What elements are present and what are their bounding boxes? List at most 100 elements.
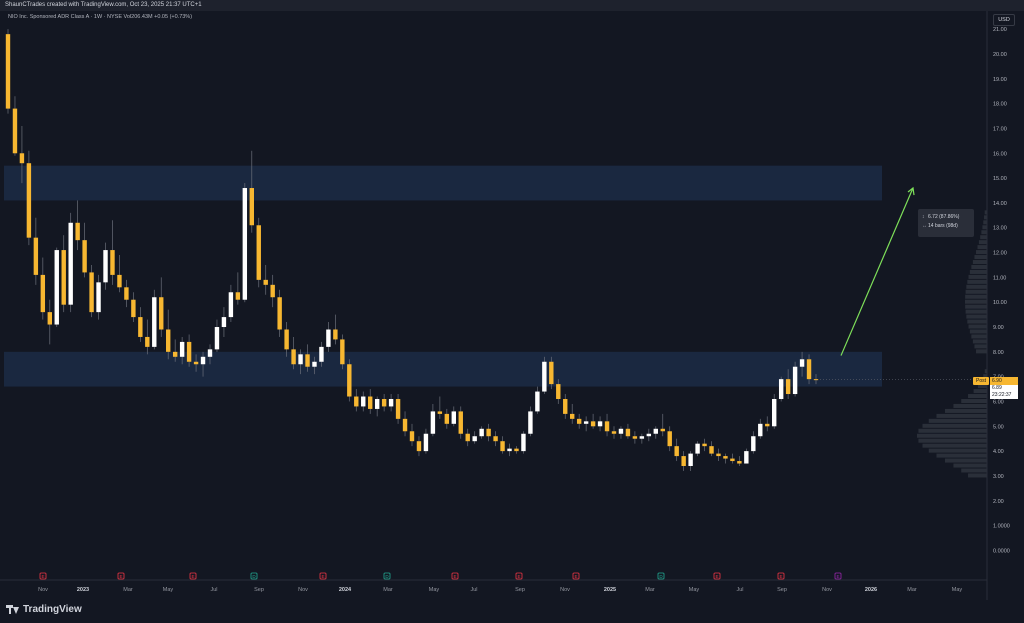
profile-bar — [961, 468, 987, 473]
profile-bar — [922, 423, 987, 428]
currency-button[interactable]: USD — [993, 14, 1015, 26]
profile-bar — [968, 394, 987, 399]
candle-body — [159, 297, 164, 330]
candle-body — [660, 428, 665, 432]
y-tick-label: 6.00 — [993, 399, 1004, 405]
x-tick-label: 2023 — [77, 587, 89, 593]
event-marker-label: E — [779, 574, 782, 579]
footer — [0, 600, 1024, 623]
price-axis: 21.00 20.00 19.00 18.00 17.00 16.00 15.00 14.00… — [993, 27, 1010, 554]
candle-body — [472, 436, 477, 442]
profile-bar — [969, 269, 987, 274]
profile-bar — [983, 374, 987, 379]
event-marker-label: E — [191, 574, 194, 579]
x-tick-label: Sep — [254, 587, 264, 593]
candle-body — [423, 433, 429, 452]
candle-body — [549, 361, 554, 385]
price-range-icon: ↕ — [922, 214, 925, 220]
profile-bar — [980, 235, 987, 240]
profile-bar — [965, 309, 987, 314]
candle-body — [33, 237, 39, 275]
profile-bar — [981, 230, 987, 235]
candle-body — [402, 418, 408, 432]
event-marker — [189, 572, 197, 580]
x-tick-label: 2026 — [865, 587, 877, 593]
candle-body — [395, 398, 401, 419]
candle-body — [583, 421, 589, 424]
candle-body — [68, 222, 73, 305]
profile-bar — [974, 344, 987, 349]
x-tick-label: Nov — [560, 587, 570, 593]
price-chart[interactable]: 21.00 20.00 19.00 18.00 17.00 16.00 15.00 14.00… — [0, 11, 1024, 600]
event-marker — [572, 572, 580, 580]
candle-body — [235, 292, 241, 300]
candle-body — [368, 396, 373, 409]
y-tick-label: 5.00 — [993, 424, 1004, 430]
symbol-info[interactable]: NIO Inc. Sponsored ADR Class A · 1W · NY… — [8, 14, 193, 20]
x-tick-label: Mar — [645, 587, 655, 593]
candle-body — [542, 361, 547, 392]
profile-bar — [976, 349, 987, 354]
candle-body — [688, 453, 693, 467]
tradingview-logo[interactable]: TradingView — [6, 604, 82, 615]
event-marker-label: E — [119, 574, 122, 579]
profile-bar — [965, 304, 987, 309]
candle-body — [535, 391, 540, 412]
event-marker-label: D — [659, 574, 663, 579]
profile-bar — [918, 428, 987, 433]
candle-body — [507, 448, 512, 452]
event-marker-label: E — [517, 574, 520, 579]
candle-body — [131, 299, 136, 318]
profile-bar — [978, 240, 987, 245]
bar-range-icon: ↔ — [922, 223, 927, 229]
y-tick-label: 1.0000 — [993, 524, 1010, 530]
x-tick-label: Nov — [298, 587, 308, 593]
y-tick-label: 19.00 — [993, 77, 1007, 83]
profile-bar — [965, 299, 987, 304]
candle-body — [451, 411, 456, 424]
y-tick-label: 10.00 — [993, 300, 1007, 306]
x-tick-label: Jul — [470, 587, 477, 593]
profile-bar — [936, 413, 987, 418]
candle-body — [75, 222, 80, 241]
candle-body — [751, 436, 756, 452]
candle-body — [709, 446, 714, 454]
x-tick-label: May — [952, 587, 963, 593]
candle-body — [521, 433, 526, 452]
profile-bar — [936, 453, 987, 458]
candle-body — [514, 448, 519, 452]
profile-bar — [977, 245, 987, 250]
candle-body — [340, 339, 345, 365]
profile-bar — [967, 279, 987, 284]
event-marker-label: E — [41, 574, 44, 579]
candle-body — [500, 441, 505, 452]
candle-body — [465, 433, 470, 442]
candle-body — [193, 361, 199, 365]
candle-body — [618, 428, 624, 434]
candle-body — [458, 411, 463, 434]
profile-bar — [977, 384, 987, 389]
profile-bar — [922, 443, 987, 448]
candle-body — [695, 443, 700, 454]
bar-countdown: 23:22:37 — [992, 392, 1012, 398]
candle-body — [179, 341, 185, 357]
y-tick-label: 9.00 — [993, 325, 1004, 331]
profile-bar — [982, 225, 987, 230]
candle-body — [702, 443, 707, 447]
candle-body — [312, 361, 317, 367]
candle-body — [625, 428, 631, 437]
x-tick-label: 2025 — [604, 587, 616, 593]
candle-body — [103, 250, 108, 283]
y-tick-label: 3.00 — [993, 474, 1004, 480]
post-market-label: Post — [973, 377, 989, 385]
profile-bar — [983, 220, 987, 225]
candle-body — [646, 433, 652, 437]
candle-body — [730, 458, 735, 462]
profile-bar — [974, 255, 987, 260]
candle-body — [556, 384, 561, 399]
candle-body — [277, 297, 282, 330]
candle-body — [528, 411, 533, 434]
candle-body — [674, 446, 679, 457]
event-marker-label: D — [385, 574, 389, 579]
candle-body — [354, 396, 359, 407]
